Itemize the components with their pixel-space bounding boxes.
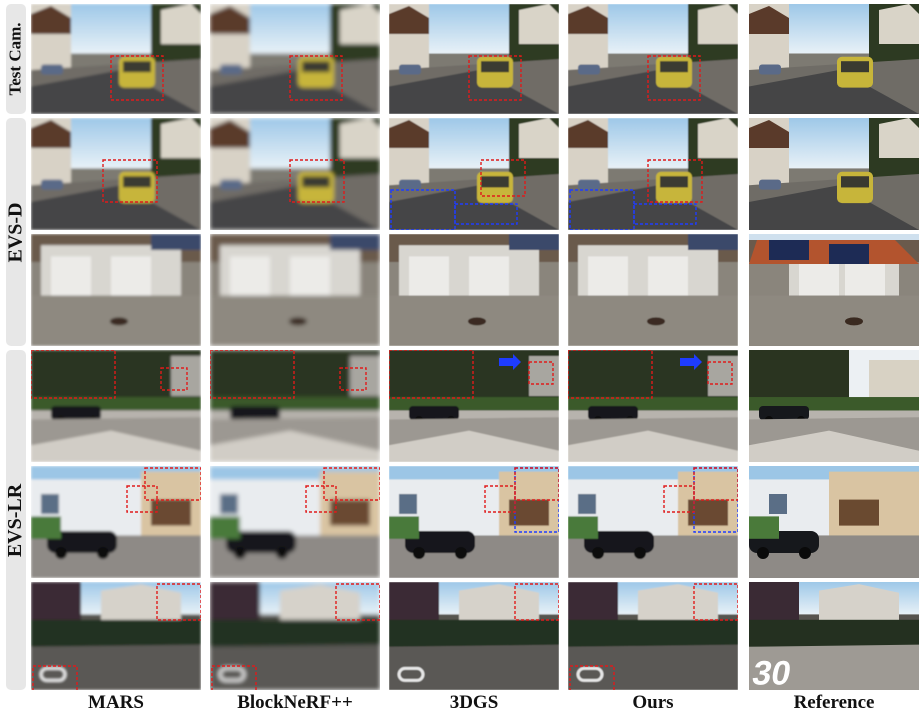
row-label-evs-lr: EVS-LR <box>5 350 27 690</box>
image-3dgs-row-2 <box>389 118 559 230</box>
image-blocknerf-row-1 <box>210 4 380 114</box>
image-blocknerf-row-2 <box>210 118 380 230</box>
row-label-evs-d: EVS-D <box>5 118 27 346</box>
image-3dgs-row-6 <box>389 582 559 690</box>
image-ours-row-2 <box>568 118 738 230</box>
image-ours-row-3 <box>568 234 738 346</box>
image-reference-row-3 <box>749 234 919 346</box>
col-label-reference: Reference <box>793 692 875 713</box>
image-blocknerf-row-6 <box>210 582 380 690</box>
image-mars-row-2 <box>31 118 201 230</box>
image-3dgs-row-5 <box>389 466 559 578</box>
image-blocknerf-row-3 <box>210 234 380 346</box>
image-reference-row-2 <box>749 118 919 230</box>
image-ours-row-1 <box>568 4 738 114</box>
image-blocknerf-row-5 <box>210 466 380 578</box>
image-mars-row-3 <box>31 234 201 346</box>
image-reference-row-5 <box>749 466 919 578</box>
image-mars-row-6 <box>31 582 201 690</box>
image-mars-row-1 <box>31 4 201 114</box>
image-mars-row-4 <box>31 350 201 462</box>
image-mars-row-5 <box>31 466 201 578</box>
image-reference-row-1 <box>749 4 919 114</box>
col-label-3dgs: 3DGS <box>449 692 499 713</box>
col-label-ours: Ours <box>632 692 674 713</box>
image-3dgs-row-4 <box>389 350 559 462</box>
image-reference-row-6: 30 <box>749 582 919 690</box>
image-ours-row-4 <box>568 350 738 462</box>
image-reference-row-4 <box>749 350 919 462</box>
image-ours-row-5 <box>568 466 738 578</box>
image-3dgs-row-1 <box>389 4 559 114</box>
col-label-blocknerf: BlockNeRF++ <box>237 692 353 713</box>
col-label-mars: MARS <box>88 692 144 713</box>
row-label-test-cam: Test Cam. <box>6 4 26 114</box>
image-3dgs-row-3 <box>389 234 559 346</box>
image-ours-row-6 <box>568 582 738 690</box>
image-blocknerf-row-4 <box>210 350 380 462</box>
svg-text:30: 30 <box>750 655 794 690</box>
